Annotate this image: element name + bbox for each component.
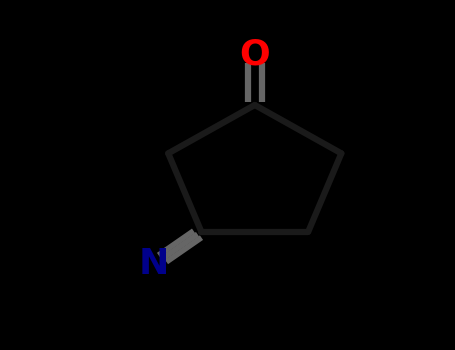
Text: O: O (239, 37, 270, 71)
Text: N: N (139, 247, 169, 281)
